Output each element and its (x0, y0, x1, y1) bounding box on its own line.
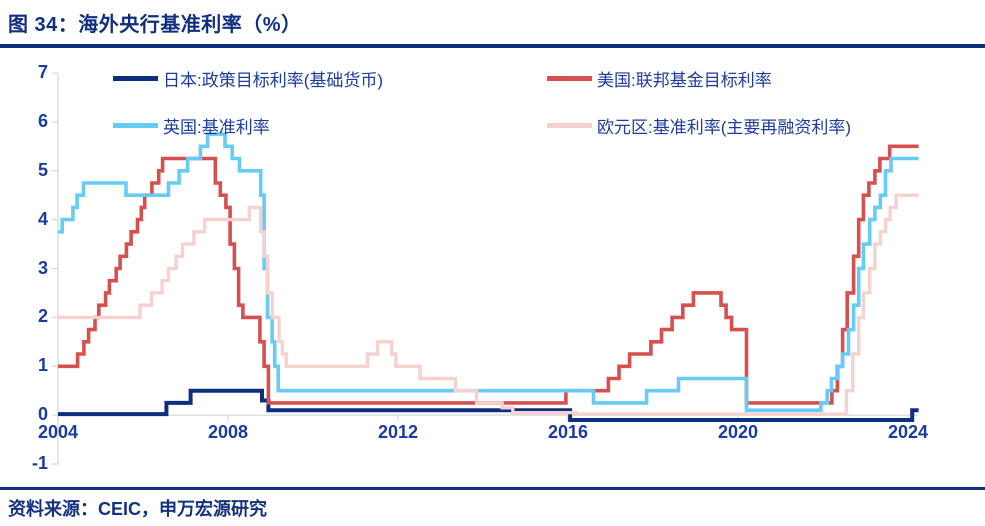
series-line-japan (58, 388, 919, 422)
x-axis-tick-label: 2012 (377, 422, 419, 442)
legend-item-us: 美国:联邦基金目标利率 (547, 66, 851, 91)
footer-rule (0, 487, 985, 490)
rates-chart-svg (52, 72, 919, 465)
legend-line-swatch-us (547, 76, 592, 81)
y-axis-tick-label: 3 (37, 257, 48, 278)
legend-line-swatch-eurozone (547, 123, 592, 128)
legend-label-uk: 英国:基准利率 (163, 118, 270, 137)
series-line-eurozone (58, 193, 919, 416)
chart-legend: 日本:政策目标利率(基础货币) 美国:联邦基金目标利率英国:基准利率 欧元区:基准利… (113, 66, 851, 138)
series-line-uk (58, 132, 919, 412)
legend-line-swatch-uk (113, 123, 158, 128)
y-axis-tick-label: 1 (37, 355, 48, 376)
x-axis-tick-label: 2008 (207, 422, 249, 442)
y-axis-tick-label: 7 (37, 62, 48, 82)
x-axis-tick-label: 2020 (717, 422, 759, 442)
legend-label-eurozone: 欧元区:基准利率(主要再融资利率) (597, 118, 852, 137)
rates-chart: 7 6 5 4 3 2 1 0 -1 2004 2008 2012 2016 2020 2024 日本:政策… (31, 62, 929, 473)
legend-label-japan: 日本:政策目标利率(基础货币) (163, 71, 384, 90)
y-axis-tick-label: 5 (37, 159, 48, 180)
x-axis-tick-label: 2016 (547, 422, 589, 442)
y-axis-tick-label: 0 (37, 404, 48, 425)
x-axis-tick-label: 2024 (887, 422, 929, 442)
legend-line-swatch-japan (113, 76, 158, 81)
legend-item-eurozone: 欧元区:基准利率(主要再融资利率) (547, 113, 851, 138)
x-axis-tick-label: 2004 (37, 422, 79, 442)
series-line-us (58, 144, 919, 405)
y-axis-tick-label: -1 (31, 453, 48, 473)
y-axis-tick-label: 2 (37, 306, 48, 327)
title-underline-rule (0, 44, 985, 48)
page-title: 图 34：海外央行基准利率（%） (8, 14, 302, 36)
legend-item-japan: 日本:政策目标利率(基础货币) (113, 66, 547, 91)
y-axis-tick-label: 6 (37, 110, 48, 131)
y-axis-tick-label: 4 (37, 208, 48, 229)
legend-item-uk: 英国:基准利率 (113, 113, 547, 138)
legend-label-us: 美国:联邦基金目标利率 (597, 71, 772, 90)
source-attribution: 资料来源：CEIC，申万宏源研究 (8, 499, 268, 519)
